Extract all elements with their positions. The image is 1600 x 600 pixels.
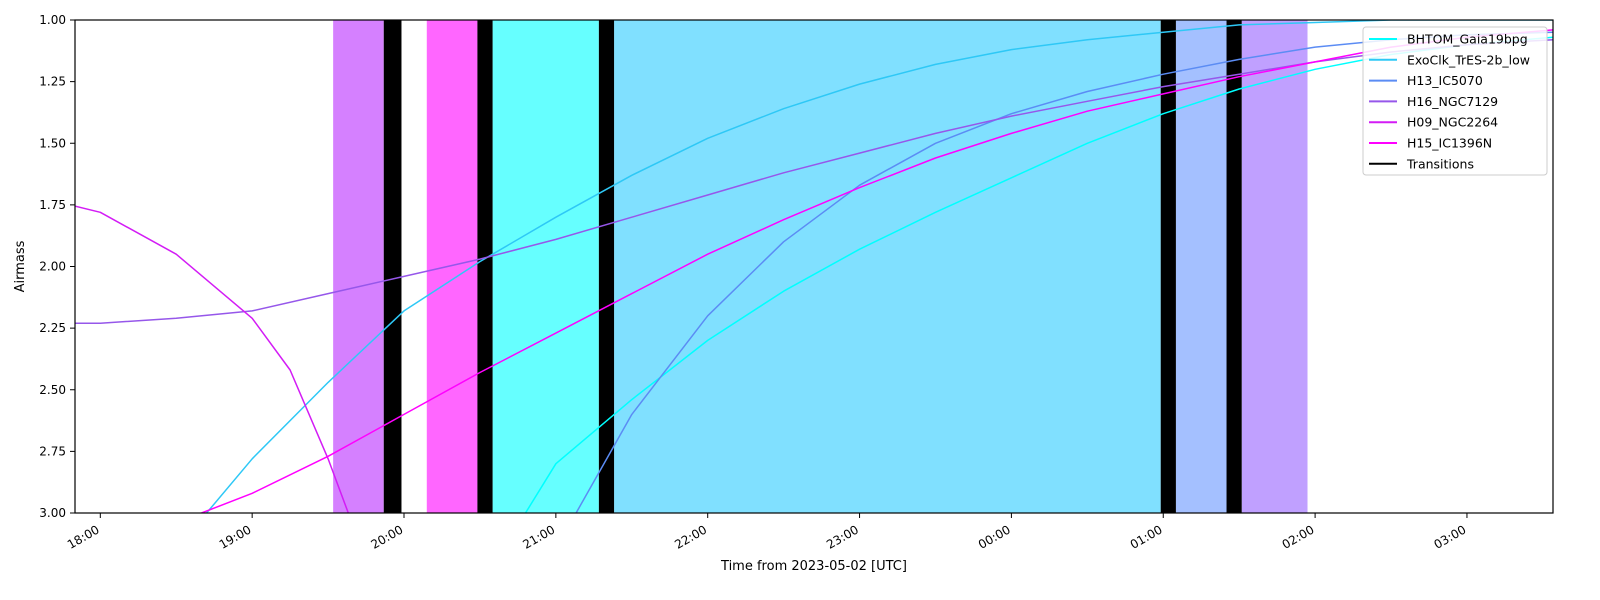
observation-window bbox=[1241, 20, 1308, 513]
y-tick-label: 2.75 bbox=[39, 444, 66, 458]
legend: BHTOM_Gaia19bpg ExoClk_TrES-2b_low H13_IC5… bbox=[1362, 26, 1548, 176]
legend-label: H16_NGC7129 bbox=[1407, 94, 1498, 109]
y-tick-label: 1.50 bbox=[39, 136, 66, 150]
transition-bar bbox=[383, 20, 402, 513]
observation-windows bbox=[333, 20, 1308, 513]
observation-window bbox=[426, 20, 478, 513]
x-tick-label: 19:00 bbox=[217, 522, 254, 551]
y-axis-ticks: 1.00 1.25 1.50 1.75 2.00 2.25 2.50 2.75 3.00 bbox=[39, 13, 75, 520]
x-tick-label: 22:00 bbox=[672, 522, 709, 551]
y-tick-label: 2.00 bbox=[39, 260, 66, 274]
observation-window bbox=[492, 20, 599, 513]
y-axis-label: Airmass bbox=[13, 240, 28, 292]
legend-label: H09_NGC2264 bbox=[1407, 115, 1498, 130]
series-line bbox=[75, 38, 1553, 324]
y-tick-label: 1.25 bbox=[39, 75, 66, 89]
x-tick-label: 21:00 bbox=[520, 522, 557, 551]
x-tick-label: 02:00 bbox=[1280, 522, 1317, 551]
x-tick-label: 23:00 bbox=[824, 522, 861, 551]
transition-bars bbox=[383, 20, 1242, 513]
x-tick-label: 00:00 bbox=[976, 522, 1013, 551]
legend-label: Transitions bbox=[1406, 156, 1474, 171]
y-tick-label: 1.75 bbox=[39, 198, 66, 212]
x-axis-label: Time from 2023-05-02 [UTC] bbox=[720, 559, 907, 574]
legend-label: BHTOM_Gaia19bpg bbox=[1407, 32, 1528, 47]
transition-bar bbox=[1226, 20, 1242, 513]
legend-label: H15_IC1396N bbox=[1407, 136, 1492, 151]
transition-bar bbox=[598, 20, 615, 513]
y-tick-label: 2.50 bbox=[39, 383, 66, 397]
x-axis-ticks: 18:00 19:00 20:00 21:00 22:00 23:00 00:00 01:00… bbox=[65, 513, 1468, 552]
y-tick-label: 2.25 bbox=[39, 321, 66, 335]
legend-label: ExoClk_TrES-2b_low bbox=[1407, 52, 1530, 67]
series-line bbox=[201, 29, 1553, 513]
transition-bar bbox=[477, 20, 493, 513]
transition-bar bbox=[1160, 20, 1176, 513]
series-line bbox=[206, 20, 1553, 513]
x-tick-label: 20:00 bbox=[369, 522, 406, 551]
legend-label: H13_IC5070 bbox=[1407, 73, 1483, 88]
y-tick-label: 1.00 bbox=[39, 13, 66, 27]
legend-box bbox=[1362, 26, 1548, 176]
observation-window bbox=[614, 20, 1161, 513]
observation-window bbox=[1175, 20, 1227, 513]
series-line bbox=[75, 205, 350, 513]
y-tick-label: 3.00 bbox=[39, 506, 66, 520]
x-tick-label: 18:00 bbox=[65, 522, 102, 551]
x-tick-label: 03:00 bbox=[1431, 522, 1468, 551]
x-tick-label: 01:00 bbox=[1128, 522, 1165, 551]
